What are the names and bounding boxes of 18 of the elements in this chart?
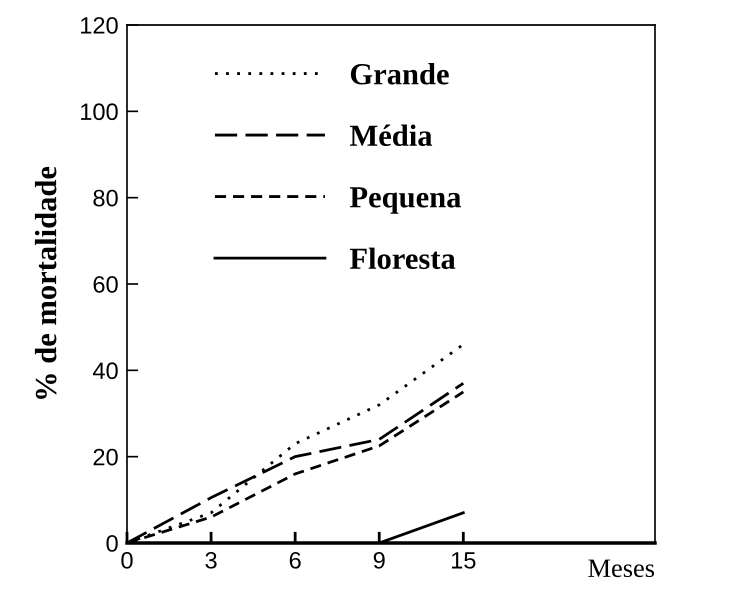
y-tick-label: 100 [81, 103, 118, 120]
y-tick-label: 0 [106, 535, 118, 552]
legend-label: Floresta [350, 248, 456, 270]
x-tick-label: 6 [290, 552, 301, 569]
x-tick-label: 9 [374, 552, 385, 569]
x-tick-label: 0 [121, 552, 133, 569]
x-tick-label: 3 [205, 552, 217, 569]
legend-label: Média [350, 124, 432, 146]
legend-label: Pequena [350, 187, 461, 214]
y-axis-title: % de mortalidade [34, 166, 57, 399]
y-tick-label: 80 [93, 190, 118, 206]
x-axis-title: Meses [588, 560, 654, 578]
y-tick-label: 120 [81, 17, 118, 34]
legend-label: Grande [350, 63, 449, 85]
y-tick-label: 40 [92, 362, 118, 380]
x-tick-label: 15 [452, 552, 476, 569]
y-tick-label: 20 [94, 448, 118, 466]
y-tick-label: 60 [94, 276, 118, 293]
